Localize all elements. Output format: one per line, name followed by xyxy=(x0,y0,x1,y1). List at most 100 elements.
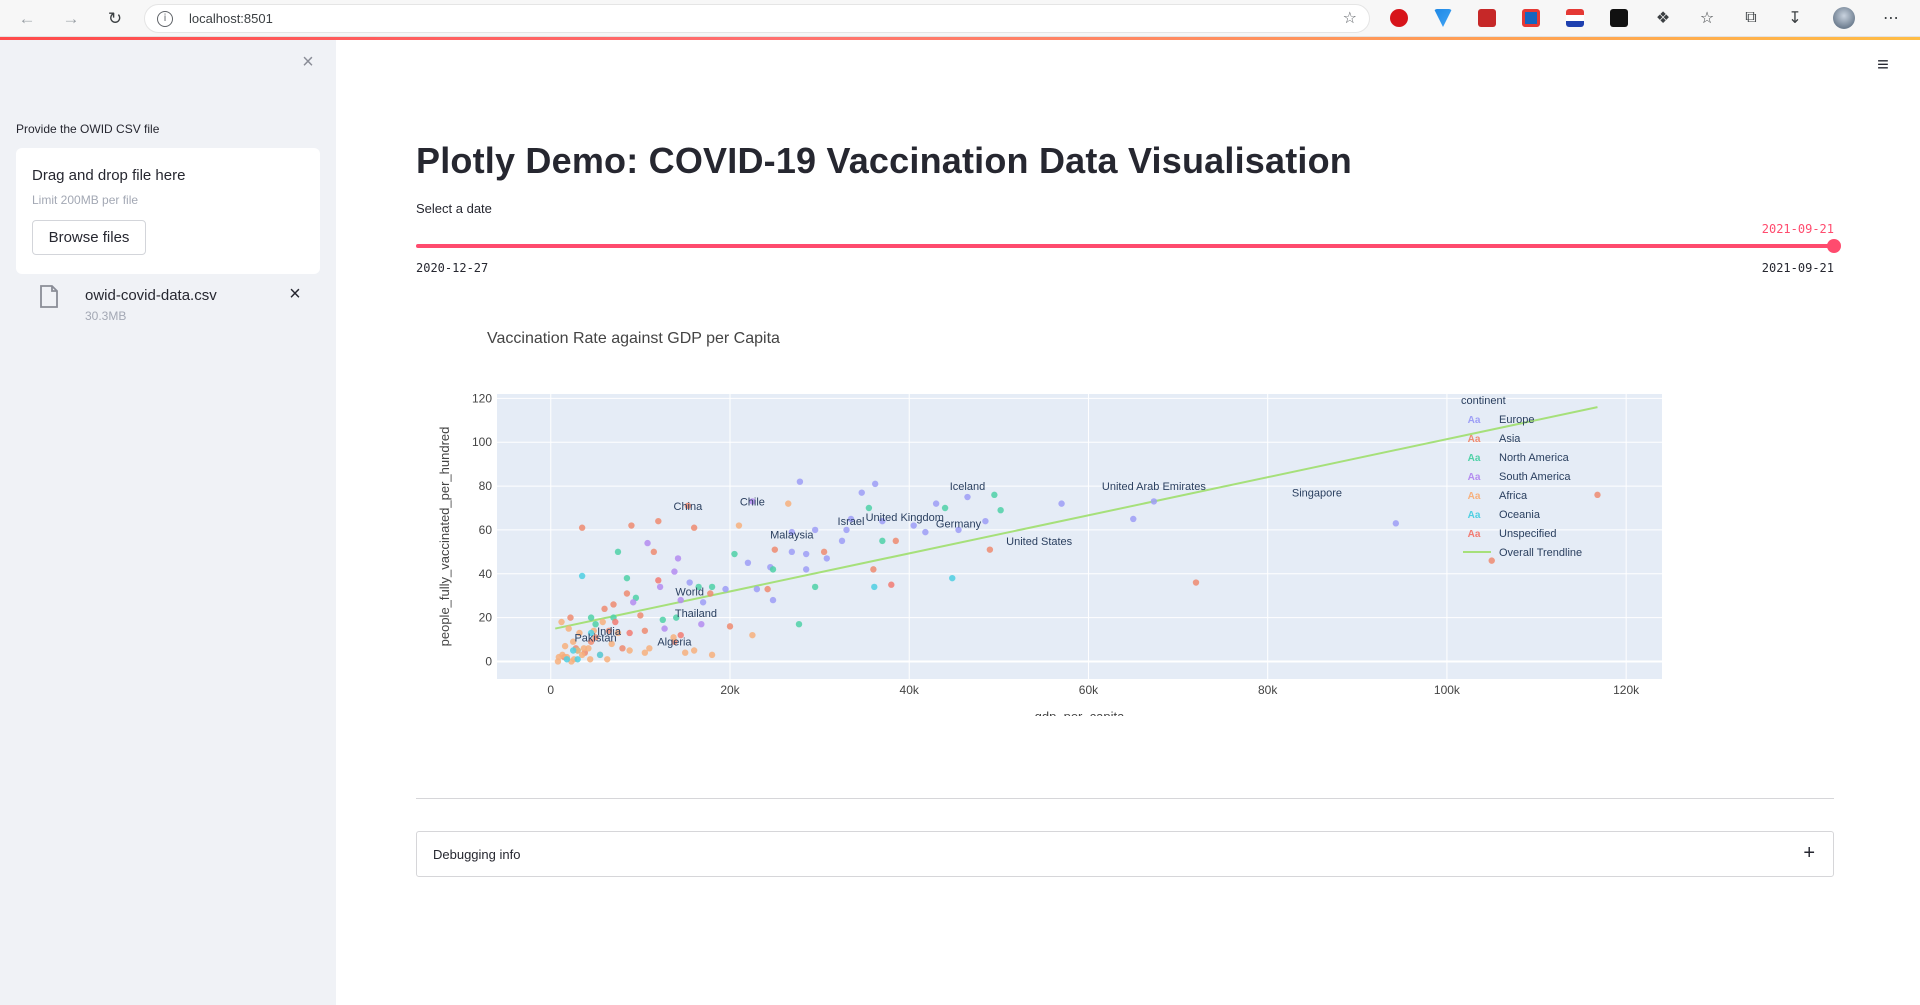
red-extension-icon[interactable] xyxy=(1478,9,1496,27)
back-icon[interactable]: ← xyxy=(18,9,36,28)
debugging-expander[interactable]: Debugging info + xyxy=(416,831,1834,877)
data-point-asia xyxy=(820,548,828,556)
country-label: United States xyxy=(1006,536,1073,548)
reload-icon[interactable]: ↻ xyxy=(107,9,123,28)
dark-extension-icon[interactable] xyxy=(1610,9,1628,27)
data-point-north-america xyxy=(731,550,738,558)
data-point-south-america xyxy=(656,583,664,591)
country-label: Israel xyxy=(838,516,865,528)
x-tick-label: 60k xyxy=(1079,683,1099,697)
country-label: United Kingdom xyxy=(866,512,944,524)
data-point-europe xyxy=(788,548,796,556)
collections-icon[interactable]: ⧉ xyxy=(1745,9,1757,26)
data-point-africa xyxy=(580,645,588,652)
flag-extension-icon[interactable] xyxy=(1566,9,1584,27)
data-point-asia xyxy=(641,627,649,634)
data-point-north-america xyxy=(659,616,666,624)
remove-file-icon[interactable]: × xyxy=(289,283,301,305)
y-tick-label: 80 xyxy=(479,479,493,493)
favorites-icon[interactable]: ☆ xyxy=(1699,10,1715,27)
data-point-unspecified xyxy=(888,581,895,588)
divider xyxy=(416,798,1834,799)
url-text[interactable]: localhost:8501 xyxy=(189,11,273,26)
scatter-chart[interactable]: Vaccination Rate against GDP per Capita 0… xyxy=(416,316,1836,724)
data-point-asia xyxy=(1192,579,1200,586)
data-point-oceania xyxy=(587,629,595,637)
data-point-europe xyxy=(769,596,777,604)
date-slider-track[interactable] xyxy=(416,244,1834,248)
trendline xyxy=(555,406,1598,630)
country-label: Germany xyxy=(936,518,982,530)
data-point-africa xyxy=(561,642,569,650)
data-point-africa xyxy=(690,647,698,654)
data-point-africa xyxy=(735,522,743,529)
data-point-north-america xyxy=(941,504,949,512)
data-point-oceania xyxy=(596,651,604,659)
bookmark-star-icon[interactable]: ☆ xyxy=(1342,10,1357,27)
data-point-africa xyxy=(558,618,565,626)
chart-svg[interactable]: Vaccination Rate against GDP per Capita 0… xyxy=(416,316,1836,724)
main-menu-icon[interactable]: ≡ xyxy=(1877,54,1889,76)
data-point-europe xyxy=(1130,515,1137,523)
data-point-europe xyxy=(802,566,810,573)
file-dropzone[interactable]: Drag and drop file here Limit 200MB per … xyxy=(16,148,320,274)
data-point-europe xyxy=(955,526,962,534)
date-slider-thumb[interactable] xyxy=(1827,239,1841,253)
data-point-africa xyxy=(749,631,756,639)
data-point-europe xyxy=(802,550,810,558)
data-point-oceania xyxy=(574,656,581,663)
info-icon[interactable]: i xyxy=(157,11,173,27)
x-tick-label: 80k xyxy=(1258,683,1278,697)
date-slider-value: 2021-09-21 xyxy=(1761,222,1834,236)
data-point-europe xyxy=(686,579,693,586)
download-icon[interactable]: ↧ xyxy=(1788,10,1802,27)
country-label: Algeria xyxy=(657,637,692,649)
data-point-asia xyxy=(610,601,617,608)
data-point-asia xyxy=(637,612,644,619)
browse-files-button[interactable]: Browse files xyxy=(32,220,146,255)
country-label: Chile xyxy=(740,496,765,508)
expand-plus-icon[interactable]: + xyxy=(1803,842,1815,864)
file-uploader-label: Provide the OWID CSV file xyxy=(16,122,160,136)
data-point-north-america xyxy=(592,620,599,628)
data-point-africa xyxy=(565,625,572,632)
data-point-europe xyxy=(753,585,761,593)
data-point-north-america xyxy=(614,548,622,556)
sidebar: × Provide the OWID CSV file Drag and dro… xyxy=(0,40,336,1005)
blue-extension-icon[interactable] xyxy=(1522,9,1540,27)
date-slider-label: Select a date xyxy=(416,201,492,216)
y-tick-label: 20 xyxy=(479,611,493,625)
country-label: Pakistan xyxy=(574,632,616,644)
opera-extension-icon[interactable] xyxy=(1390,9,1408,27)
data-point-asia xyxy=(892,537,899,545)
x-tick-label: 40k xyxy=(900,683,920,697)
profile-avatar[interactable] xyxy=(1833,7,1855,29)
data-point-north-america xyxy=(865,504,873,512)
data-point-europe xyxy=(1058,500,1065,507)
data-point-asia xyxy=(771,546,779,553)
forward-icon[interactable]: → xyxy=(62,9,80,28)
data-point-africa xyxy=(569,638,577,645)
data-point-asia xyxy=(650,548,658,556)
data-point-europe xyxy=(843,526,850,534)
data-point-asia xyxy=(870,566,877,573)
data-point-unspecified xyxy=(655,577,662,584)
address-bar[interactable]: i localhost:8501 ☆ xyxy=(144,4,1370,33)
data-point-africa xyxy=(576,629,583,637)
legend-swatch-south-america: Aa xyxy=(1468,472,1481,483)
chart-title: Vaccination Rate against GDP per Capita xyxy=(487,330,780,347)
y-tick-label: 40 xyxy=(479,567,493,581)
more-menu-icon[interactable]: ⋯ xyxy=(1883,10,1899,27)
app-header-decoration xyxy=(0,37,1920,40)
country-label: Malaysia xyxy=(770,529,814,541)
date-slider-max: 2021-09-21 xyxy=(1761,261,1834,275)
x-tick-label: 20k xyxy=(720,683,740,697)
plot-area xyxy=(497,394,1662,679)
data-point-europe xyxy=(699,599,707,606)
x-tick-label: 0 xyxy=(547,683,554,697)
v-extension-icon[interactable] xyxy=(1434,9,1452,27)
data-point-africa xyxy=(578,651,586,659)
puzzle-icon[interactable]: ❖ xyxy=(1655,10,1671,27)
close-sidebar-icon[interactable]: × xyxy=(302,51,314,73)
data-point-oceania xyxy=(578,572,586,580)
